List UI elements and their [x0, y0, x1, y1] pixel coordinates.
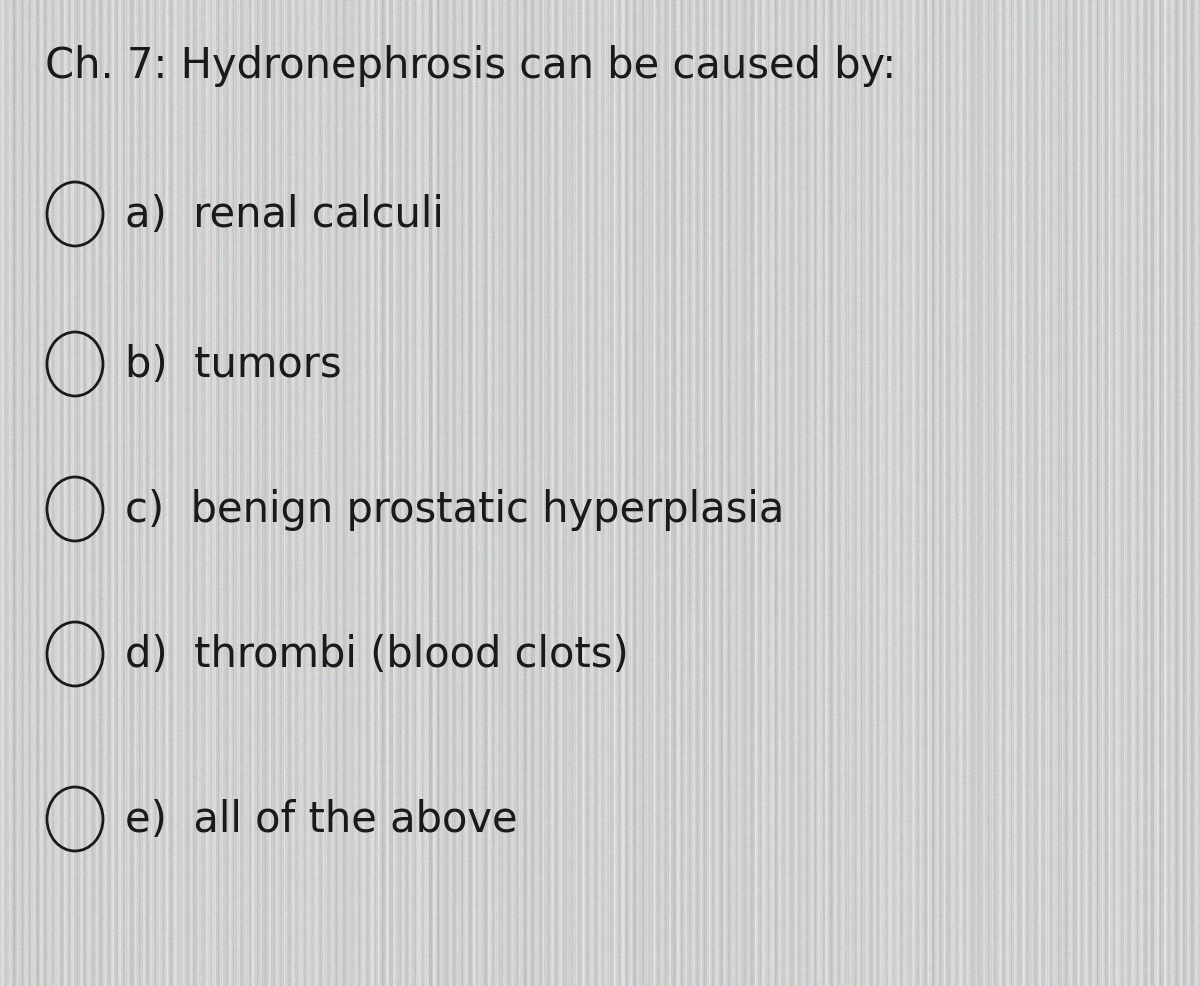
Text: c)  benign prostatic hyperplasia: c) benign prostatic hyperplasia [125, 488, 785, 530]
Text: e)  all of the above: e) all of the above [125, 799, 517, 840]
Text: a)  renal calculi: a) renal calculi [125, 194, 444, 236]
Text: Ch. 7: Hydronephrosis can be caused by:: Ch. 7: Hydronephrosis can be caused by: [46, 45, 896, 87]
Text: d)  thrombi (blood clots): d) thrombi (blood clots) [125, 633, 629, 675]
Text: b)  tumors: b) tumors [125, 344, 342, 386]
